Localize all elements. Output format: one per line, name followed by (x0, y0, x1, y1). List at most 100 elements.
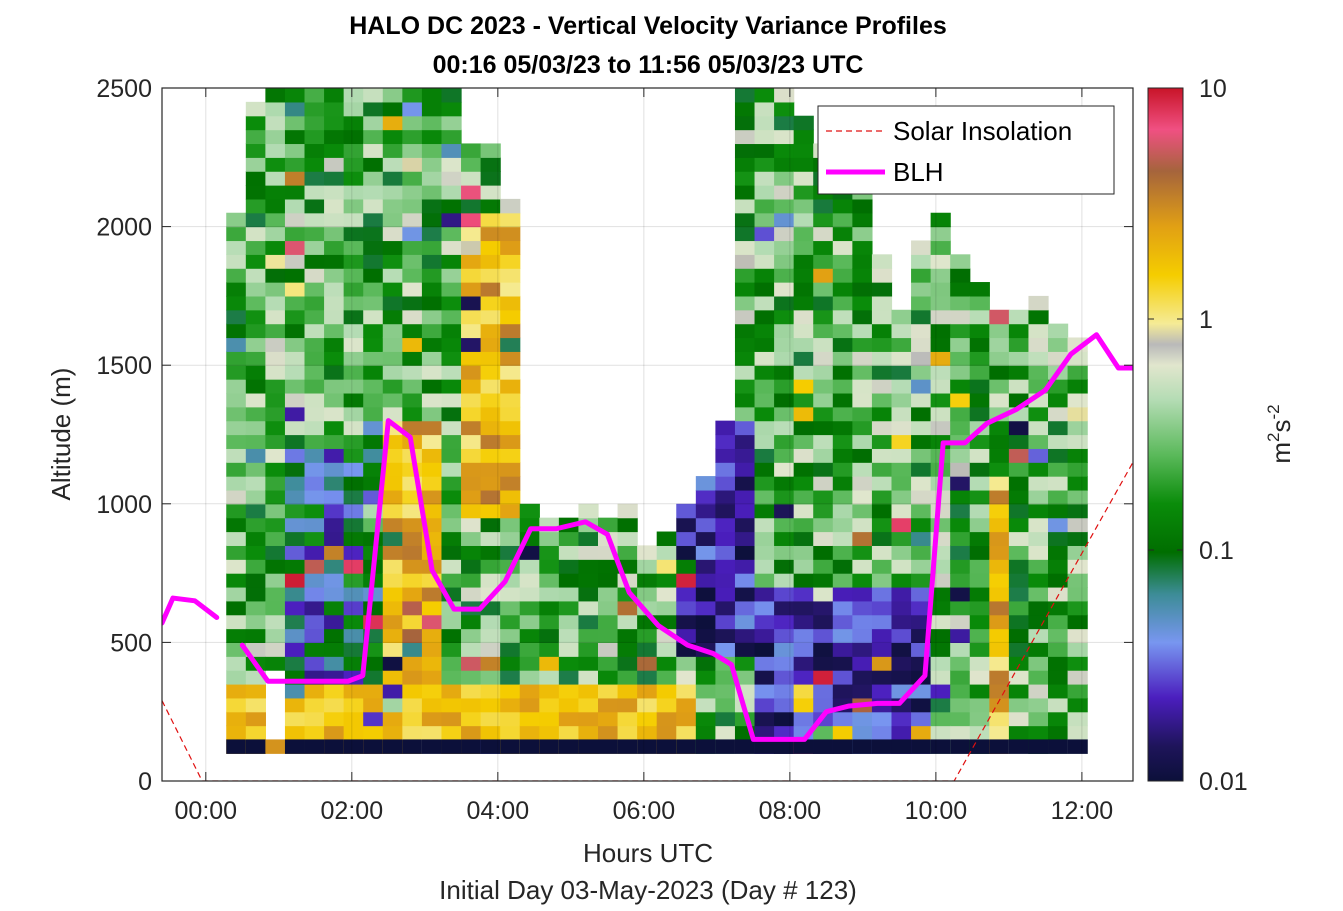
heatmap-cell (343, 282, 364, 297)
heatmap-cell (969, 517, 990, 533)
heatmap-cell (950, 268, 971, 283)
heatmap-cell (382, 559, 403, 574)
heatmap-cell (480, 503, 501, 519)
heatmap-cell (637, 573, 658, 588)
heatmap-cell (382, 600, 403, 616)
heatmap-cell (539, 545, 560, 560)
heatmap-cell (871, 448, 893, 463)
heatmap-cell (500, 656, 521, 671)
heatmap-cell (871, 392, 893, 408)
heatmap-cell (284, 434, 306, 449)
heatmap-cell (1008, 711, 1030, 727)
heatmap-cell (832, 683, 853, 699)
heatmap-cell (402, 115, 423, 131)
heatmap-cell (969, 323, 990, 339)
heatmap-cell (989, 489, 1010, 505)
heatmap-cell (578, 559, 599, 574)
heatmap-cell (871, 725, 893, 741)
heatmap-cell (734, 614, 756, 630)
heatmap-cell (245, 476, 266, 491)
heatmap-cell (1067, 392, 1088, 408)
heatmap-cell (774, 489, 795, 505)
heatmap-cell (421, 268, 443, 283)
heatmap-cell (617, 503, 638, 519)
heatmap-cell (969, 614, 990, 630)
heatmap-cell (284, 406, 306, 422)
heatmap-cell (911, 711, 932, 727)
heatmap-cell (1048, 517, 1069, 533)
heatmap-cell (382, 628, 403, 643)
heatmap-cell (754, 323, 775, 339)
heatmap-cell (402, 586, 423, 602)
heatmap-cell (793, 656, 814, 671)
heatmap-cell (519, 697, 540, 713)
heatmap-cell (637, 586, 658, 602)
heatmap-cell (480, 365, 501, 380)
heatmap-cell (793, 697, 814, 713)
heatmap-cell (617, 545, 638, 560)
heatmap-cell (793, 185, 814, 200)
heatmap-cell (402, 573, 423, 588)
heatmap-cell (969, 697, 990, 713)
heatmap-cell (911, 406, 932, 422)
heatmap-cell (539, 614, 560, 630)
heatmap-cell (539, 586, 560, 602)
heatmap-cell (1067, 503, 1088, 519)
heatmap-cell (480, 614, 501, 630)
heatmap-cell (852, 462, 873, 477)
heatmap-cell (421, 642, 443, 657)
heatmap-cell (304, 101, 325, 117)
heatmap-cell (1028, 434, 1049, 449)
heatmap-cell (343, 88, 364, 103)
heatmap-cell (793, 517, 814, 533)
heatmap-cell (500, 240, 521, 255)
heatmap-cell (421, 295, 443, 311)
heatmap-cell (637, 642, 658, 657)
colorbar-label-m: m (1266, 442, 1296, 464)
heatmap-cell (774, 600, 795, 616)
heatmap-cell (382, 614, 403, 630)
heatmap-cell (1028, 725, 1049, 741)
heatmap-cell (715, 448, 736, 463)
heatmap-cell (1048, 489, 1069, 505)
heatmap-cell (461, 531, 482, 546)
heatmap-cell (598, 600, 619, 616)
heatmap-cell (304, 282, 325, 297)
heatmap-cell (402, 295, 423, 311)
heatmap-cell (969, 670, 990, 685)
heatmap-cell (989, 600, 1010, 616)
heatmap-cell (402, 683, 423, 699)
heatmap-cell (754, 628, 775, 643)
heatmap-cell (304, 185, 325, 200)
heatmap-cell (519, 628, 540, 643)
heatmap-cell (911, 240, 932, 255)
heatmap-cell (421, 670, 443, 685)
heatmap-cell (754, 420, 775, 436)
heatmap-cell (382, 503, 403, 519)
heatmap-cell (774, 337, 795, 352)
heatmap-cell (480, 282, 501, 297)
heatmap-cell (304, 434, 325, 449)
heatmap-cell (871, 628, 893, 643)
heatmap-cell (774, 268, 795, 283)
heatmap-cell (461, 254, 482, 269)
heatmap-cell (500, 268, 521, 283)
heatmap-cell (734, 503, 756, 519)
heatmap-cell (226, 614, 247, 630)
heatmap-cell (813, 503, 834, 519)
heatmap-cell-bottom (793, 739, 814, 754)
heatmap-cell (421, 240, 443, 255)
heatmap-cell (578, 614, 599, 630)
heatmap-cell (245, 614, 266, 630)
heatmap-cell (343, 517, 364, 533)
heatmap-cell (793, 171, 814, 186)
heatmap-cell (343, 628, 364, 643)
y-axis-label: Altitude (m) (46, 368, 76, 501)
heatmap-cell (363, 268, 384, 283)
heatmap-cell (871, 337, 893, 352)
heatmap-cell (480, 254, 501, 269)
heatmap-cell (421, 143, 443, 158)
heatmap-cell (793, 503, 814, 519)
heatmap-cell (793, 614, 814, 630)
heatmap-cell (1008, 642, 1030, 657)
